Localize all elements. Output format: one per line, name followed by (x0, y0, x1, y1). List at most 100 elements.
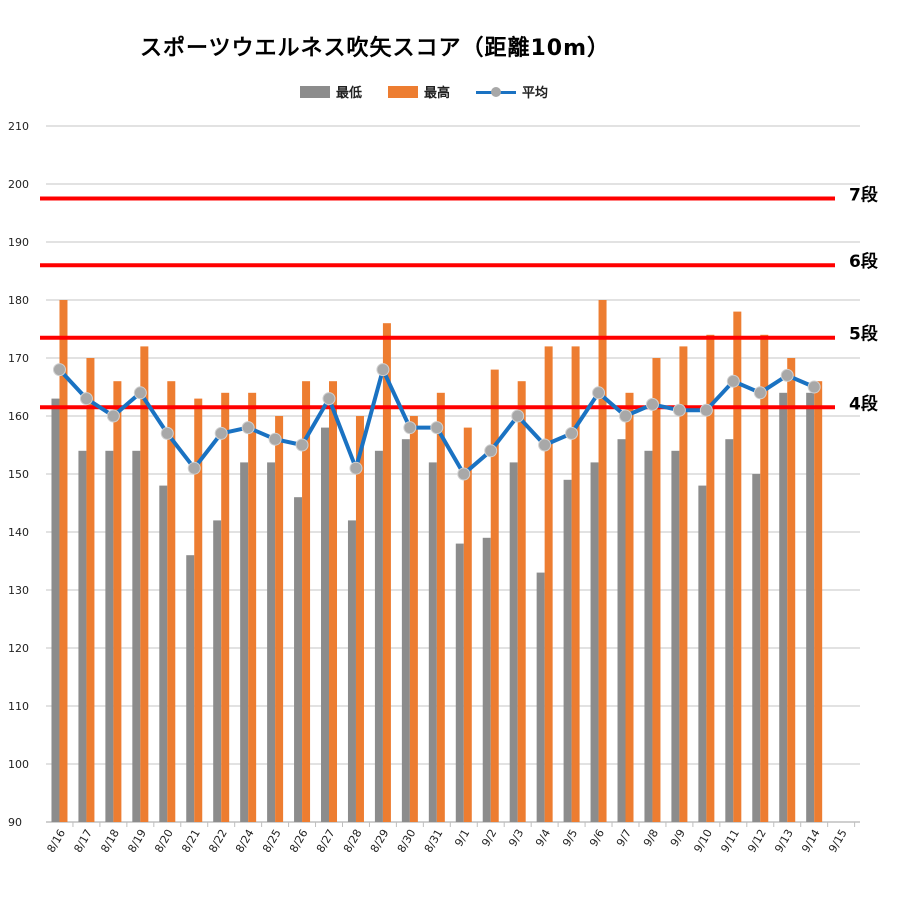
chart-title: スポーツウエルネス吹矢スコア（距離10m） (139, 36, 611, 61)
avg-point (160, 426, 174, 440)
avg-point (726, 374, 740, 388)
y-tick-label: 160 (8, 410, 29, 423)
bar-high (221, 392, 230, 822)
x-tick-label: 9/5 (560, 827, 580, 849)
bar-low (401, 439, 410, 822)
bar-high (571, 346, 580, 822)
bar-high (248, 392, 257, 822)
x-tick-label: 9/3 (506, 827, 526, 849)
x-tick-label: 9/14 (799, 827, 823, 855)
avg-point (457, 467, 471, 481)
bar-low (294, 497, 303, 822)
x-tick-label: 8/30 (395, 827, 419, 855)
x-tick-label: 9/15 (826, 827, 850, 855)
bar-high (194, 398, 203, 822)
x-tick-label: 8/31 (422, 827, 446, 855)
avg-point (484, 444, 498, 458)
bar-low (374, 450, 383, 822)
bar-high (275, 416, 284, 822)
x-tick-label: 9/2 (479, 827, 499, 849)
bar-low (51, 398, 60, 822)
avg-point (511, 409, 525, 423)
avg-point (268, 432, 282, 446)
legend-swatch-high (388, 85, 419, 98)
bar-low (536, 572, 545, 822)
avg-point (430, 421, 444, 435)
bar-high (59, 300, 68, 822)
bar-high (463, 427, 472, 822)
dan-label: 7段 (849, 185, 878, 206)
bar-low (779, 392, 788, 822)
y-tick-label: 180 (8, 294, 29, 307)
bar-low (428, 462, 437, 822)
legend-swatch-low (300, 85, 330, 98)
avg-point (699, 403, 713, 417)
legend-label-high: 最高 (424, 86, 451, 101)
x-tick-label: 9/10 (691, 827, 715, 855)
x-tick-label: 8/19 (125, 827, 149, 855)
legend-label-low: 最低 (336, 86, 363, 101)
legend: 最低 最高 平均 (300, 82, 548, 101)
bar-low (213, 520, 222, 822)
x-tick-label: 8/25 (260, 827, 284, 855)
y-tick-label: 110 (8, 700, 29, 713)
x-tick-label: 8/28 (341, 827, 365, 855)
y-tick-label: 200 (8, 178, 29, 191)
bar-low (644, 450, 653, 822)
bar-high (167, 381, 176, 822)
x-tick-label: 9/1 (452, 827, 472, 849)
bar-high (140, 346, 149, 822)
avg-point (187, 461, 201, 475)
dan-label: 4段 (849, 393, 878, 414)
x-tick-label: 8/29 (368, 827, 392, 855)
x-tick-label: 9/7 (614, 827, 634, 849)
y-tick-label: 100 (8, 758, 29, 771)
avg-point (619, 409, 633, 423)
bar-high (760, 334, 769, 822)
bar-high (733, 311, 742, 822)
avg-point (133, 386, 147, 400)
bar-low (563, 479, 572, 822)
y-tick-label: 140 (8, 526, 29, 539)
avg-point (322, 392, 336, 406)
y-tick-label: 130 (8, 584, 29, 597)
bar-high (814, 381, 823, 822)
avg-point (592, 386, 606, 400)
bar-high (436, 392, 445, 822)
bar-high (652, 358, 661, 822)
avg-point (349, 461, 363, 475)
bar-high (517, 381, 526, 822)
avg-point (807, 380, 821, 394)
avg-point (780, 368, 794, 382)
avg-point (565, 426, 579, 440)
x-tick-label: 9/8 (641, 827, 661, 849)
avg-point (645, 397, 659, 411)
x-tick-label: 9/12 (745, 827, 769, 855)
legend-item-low: 最低 (300, 82, 362, 101)
bar-low (347, 520, 356, 822)
bar-high (787, 358, 796, 822)
dan-label: 6段 (849, 251, 878, 272)
bar-low (698, 485, 707, 822)
x-tick-label: 8/20 (152, 827, 176, 855)
avg-point (753, 386, 767, 400)
x-tick-label: 8/27 (314, 827, 338, 855)
bar-low (105, 450, 114, 822)
bar-low (78, 450, 87, 822)
y-tick-label: 120 (8, 642, 29, 655)
bar-low (240, 462, 249, 822)
avg-point (376, 363, 390, 377)
bar-high (409, 416, 418, 822)
legend-swatch-avg (476, 86, 517, 98)
bar-high (625, 392, 634, 822)
avg-point (241, 421, 255, 435)
avg-point (403, 421, 417, 435)
avg-point (214, 426, 228, 440)
y-tick-label: 90 (8, 816, 22, 829)
y-tick-label: 210 (8, 120, 29, 133)
bar-high (679, 346, 688, 822)
bar-low (617, 439, 626, 822)
bar-low (590, 462, 599, 822)
avg-point (52, 363, 66, 377)
